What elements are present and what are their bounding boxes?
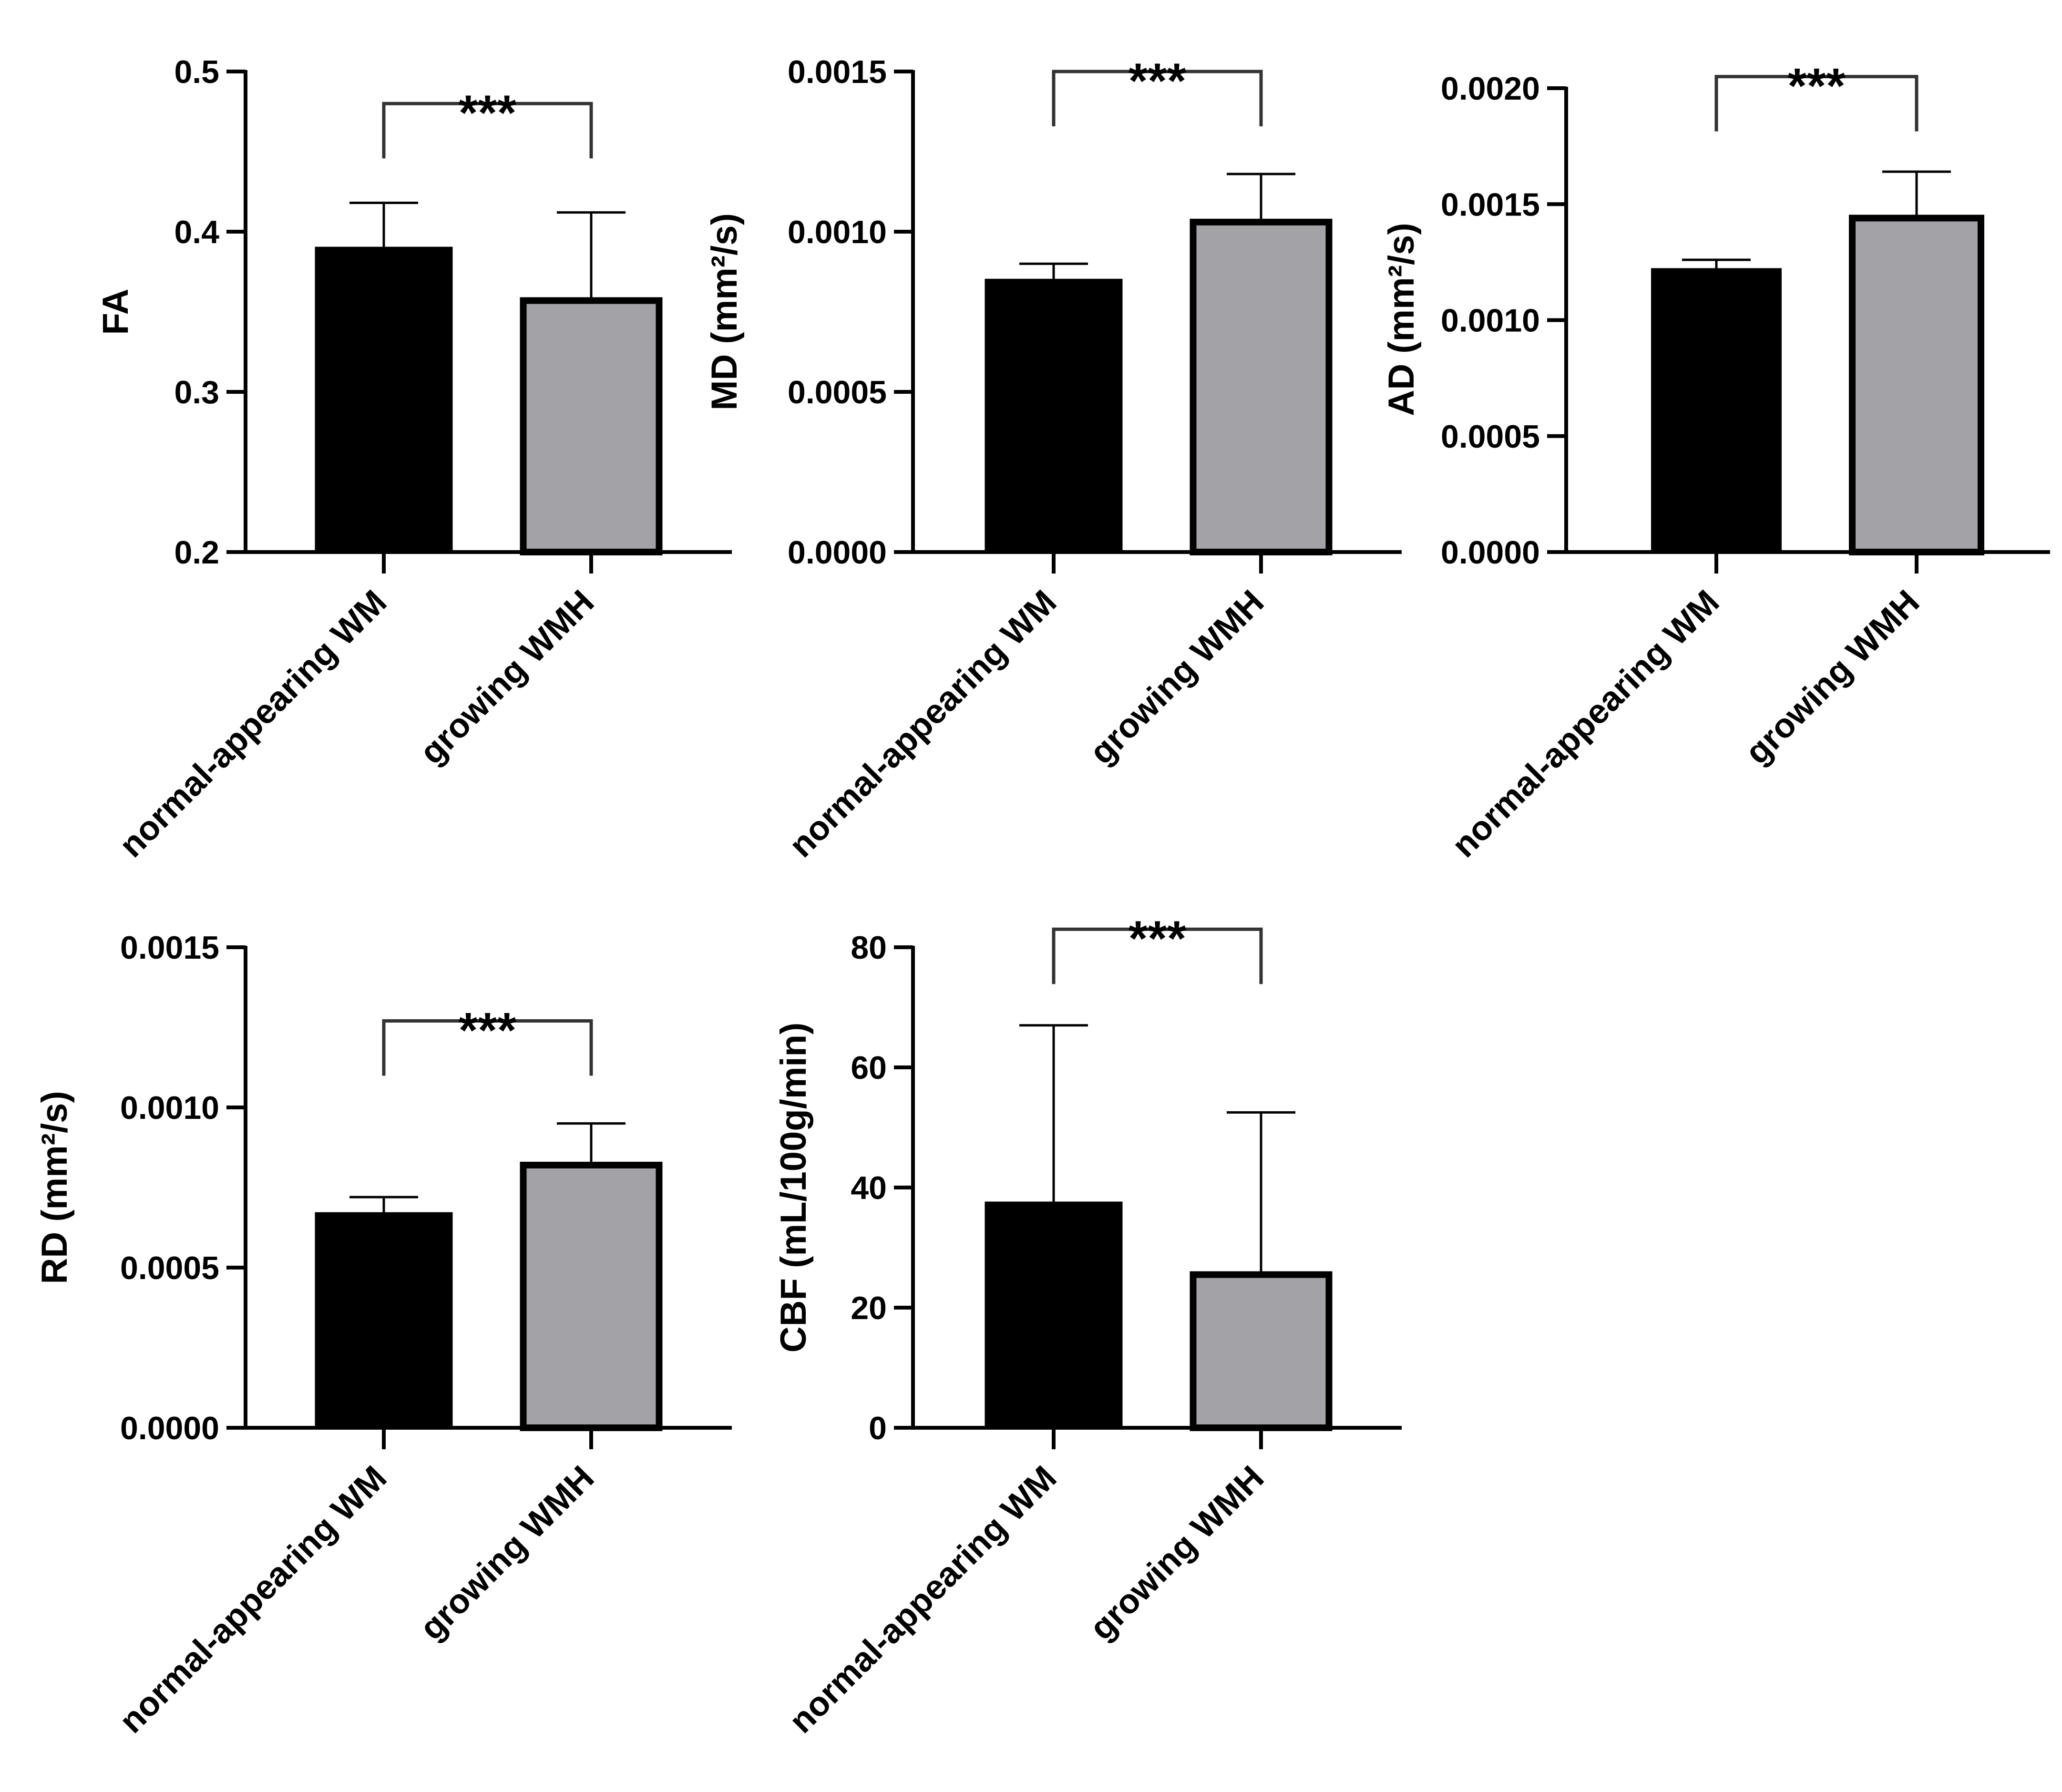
rd-significance-label: ***	[459, 1003, 517, 1058]
fa-y-tick-label: 0.3	[174, 374, 219, 410]
ad-y-tick-label: 0.0020	[1441, 71, 1540, 107]
fa-category-label-1: growing WMH	[412, 583, 601, 772]
rd-bar-0	[315, 1212, 453, 1429]
fa-bar-0	[315, 246, 453, 553]
ad-y-tick-label: 0.0015	[1441, 186, 1540, 223]
md-category-label-1: growing WMH	[1082, 583, 1271, 772]
ad-category-label-0: normal-appearing WM	[1445, 583, 1726, 865]
rd-panel: 0.0000 0.0005 0.0010 0.0015 RD (mm²/s) normal…	[34, 930, 732, 1741]
rd-category-label-1: growing WMH	[412, 1459, 601, 1648]
md-y-tick-label: 0.0010	[788, 214, 887, 250]
ad-bar-0	[1651, 268, 1782, 553]
md-category-label-0: normal-appearing WM	[782, 583, 1064, 865]
md-bar-1	[1190, 218, 1333, 555]
ad-panel: 0.0000 0.0005 0.0010 0.0015 0.0020 AD (mm²/s)…	[1381, 59, 2050, 865]
ad-significance-bracket	[1714, 75, 1918, 132]
md-y-tick-label: 0.0015	[788, 54, 887, 90]
rd-y-tick-label: 0.0015	[120, 930, 219, 966]
cbf-y-tick-label: 0	[869, 1410, 887, 1446]
rd-bar-1	[520, 1161, 663, 1431]
fa-bar-1	[520, 297, 663, 555]
fa-y-tick-label: 0.2	[174, 534, 219, 571]
ad-y-tick-label: 0.0000	[1441, 534, 1540, 571]
rd-category-label-0: normal-appearing WM	[112, 1459, 394, 1741]
cbf-y-axis-title: CBF (mL/100g/min)	[773, 1023, 814, 1353]
md-significance-label: ***	[1128, 53, 1187, 109]
rd-y-tick-label: 0.0000	[120, 1410, 219, 1446]
fa-y-tick-label: 0.4	[174, 214, 219, 250]
rd-significance-bracket	[382, 1019, 593, 1076]
md-y-tick-label: 0.0000	[788, 534, 887, 571]
ad-y-tick-label: 0.0005	[1441, 419, 1540, 455]
cbf-y-tick-label: 40	[851, 1170, 887, 1206]
cbf-bar-0	[985, 1201, 1123, 1429]
rd-y-tick-label: 0.0010	[120, 1090, 219, 1126]
cbf-y-tick-label: 80	[851, 930, 887, 966]
cbf-panel: 0 20 40 60 80 CBF (mL/100g/min) normal-appeari…	[773, 911, 1402, 1741]
cbf-category-label-1: growing WMH	[1082, 1459, 1271, 1648]
md-y-tick-label: 0.0005	[788, 374, 887, 410]
cbf-significance-label: ***	[1128, 911, 1187, 966]
md-panel: 0.0000 0.0005 0.0010 0.0015 MD (mm²/s) normal…	[704, 53, 1402, 865]
cbf-y-tick-label: 20	[851, 1290, 887, 1326]
md-significance-bracket	[1052, 70, 1263, 126]
ad-bar-1	[1849, 215, 1984, 555]
fa-significance-bracket	[382, 102, 593, 159]
fa-panel: 0.2 0.3 0.4 0.5 FA normal-appearing WM growing…	[95, 54, 732, 865]
ad-y-tick-label: 0.0010	[1441, 303, 1540, 339]
rd-y-tick-label: 0.0005	[120, 1250, 219, 1286]
md-y-axis-title: MD (mm²/s)	[704, 213, 745, 410]
fa-y-tick-label: 0.5	[174, 54, 219, 90]
cbf-category-label-0: normal-appearing WM	[782, 1459, 1064, 1741]
md-bar-0	[985, 278, 1123, 553]
rd-y-axis-title: RD (mm²/s)	[34, 1091, 75, 1284]
fa-significance-label: ***	[459, 85, 517, 141]
ad-y-axis-title: AD (mm²/s)	[1381, 223, 1422, 416]
fa-y-axis-title: FA	[95, 288, 136, 335]
cbf-y-tick-label: 60	[851, 1050, 887, 1086]
fa-category-label-0: normal-appearing WM	[112, 583, 394, 865]
cbf-significance-bracket	[1052, 927, 1263, 984]
cbf-bar-1	[1190, 1271, 1333, 1431]
ad-category-label-1: growing WMH	[1738, 583, 1927, 772]
ad-significance-label: ***	[1787, 59, 1846, 114]
